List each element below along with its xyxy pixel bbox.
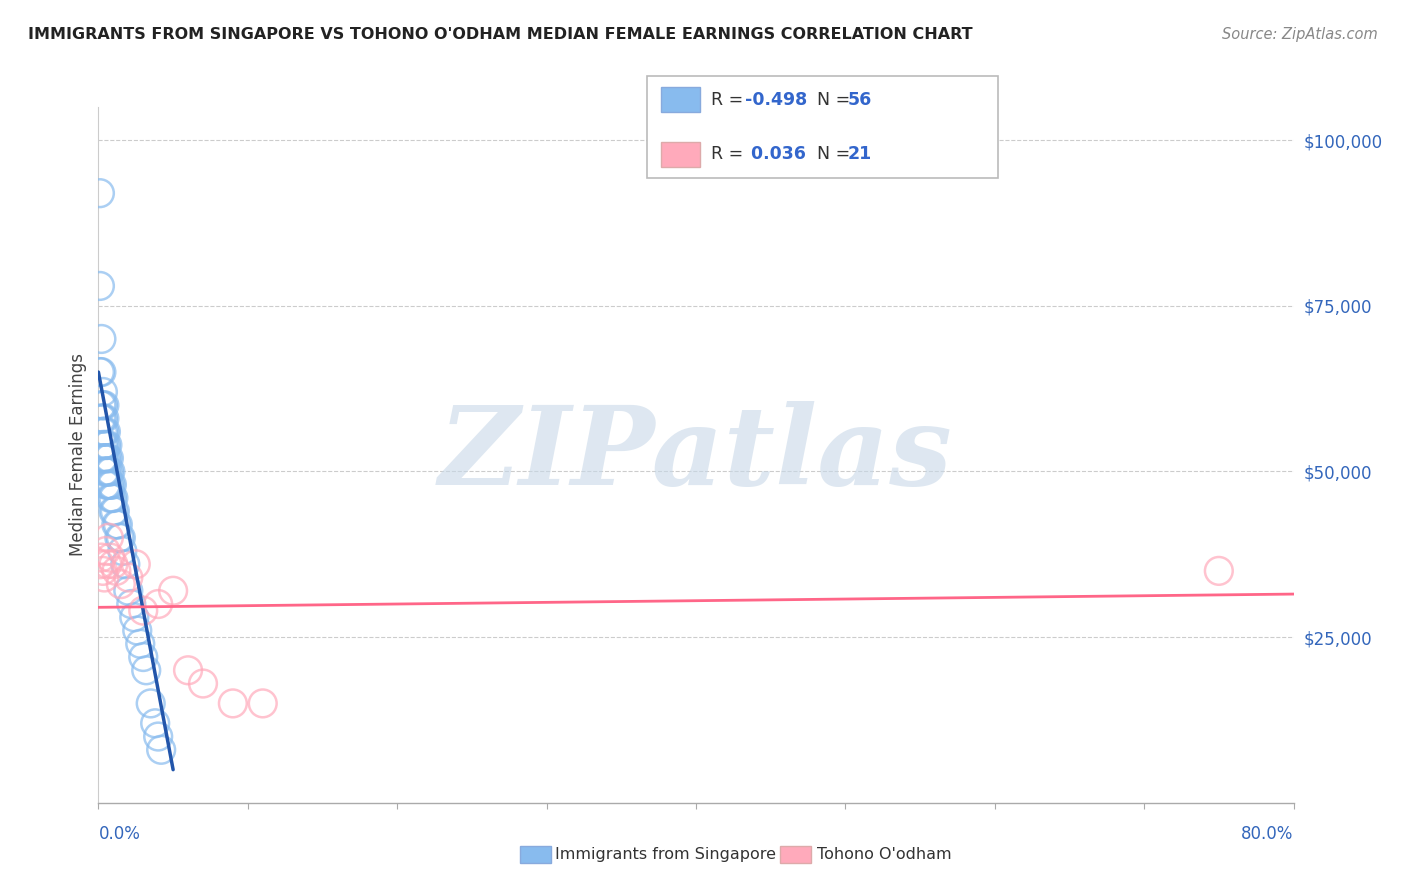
- Point: [135, 663, 157, 677]
- Text: ZIPatlas: ZIPatlas: [439, 401, 953, 508]
- Point: [90, 332, 112, 346]
- Text: 56: 56: [848, 91, 872, 109]
- Point: [108, 531, 131, 545]
- Point: [91, 411, 114, 425]
- Point: [94, 438, 117, 452]
- Point: [177, 663, 200, 677]
- Point: [104, 504, 127, 518]
- Point: [105, 564, 128, 578]
- Point: [162, 583, 184, 598]
- Point: [110, 531, 132, 545]
- Text: R =: R =: [711, 145, 749, 163]
- Point: [89, 186, 111, 201]
- Point: [94, 477, 117, 491]
- Point: [91, 425, 114, 439]
- Point: [143, 716, 166, 731]
- Point: [91, 438, 114, 452]
- Point: [129, 637, 152, 651]
- Point: [252, 697, 274, 711]
- Point: [93, 411, 115, 425]
- Point: [90, 411, 112, 425]
- Point: [93, 398, 115, 412]
- Text: -0.498: -0.498: [745, 91, 807, 109]
- Point: [89, 365, 111, 379]
- Text: N =: N =: [817, 145, 856, 163]
- Point: [1208, 564, 1230, 578]
- Point: [114, 558, 136, 572]
- Point: [93, 465, 115, 479]
- Point: [94, 465, 117, 479]
- Point: [97, 451, 120, 466]
- Text: R =: R =: [711, 91, 749, 109]
- Point: [90, 550, 112, 565]
- Point: [98, 491, 122, 505]
- Point: [97, 465, 120, 479]
- Point: [93, 570, 115, 584]
- Point: [93, 438, 115, 452]
- Point: [148, 730, 170, 744]
- Point: [105, 517, 128, 532]
- Text: IMMIGRANTS FROM SINGAPORE VS TOHONO O'ODHAM MEDIAN FEMALE EARNINGS CORRELATION C: IMMIGRANTS FROM SINGAPORE VS TOHONO O'OD…: [28, 27, 973, 42]
- Point: [97, 477, 120, 491]
- Point: [90, 365, 112, 379]
- Y-axis label: Median Female Earnings: Median Female Earnings: [69, 353, 87, 557]
- Text: 0.0%: 0.0%: [98, 825, 141, 843]
- Point: [117, 570, 139, 584]
- Point: [101, 477, 124, 491]
- Point: [93, 425, 115, 439]
- Point: [120, 597, 142, 611]
- Point: [111, 544, 134, 558]
- Point: [132, 604, 155, 618]
- Point: [98, 550, 122, 565]
- Point: [91, 384, 114, 399]
- Point: [91, 564, 114, 578]
- Point: [90, 398, 112, 412]
- Point: [96, 477, 118, 491]
- Point: [91, 398, 114, 412]
- Point: [96, 558, 118, 572]
- Point: [98, 465, 122, 479]
- Point: [107, 517, 129, 532]
- Point: [89, 279, 111, 293]
- Point: [191, 676, 214, 690]
- Point: [150, 743, 173, 757]
- Point: [94, 451, 117, 466]
- Point: [96, 451, 118, 466]
- Text: Tohono O'odham: Tohono O'odham: [817, 847, 952, 862]
- Text: Immigrants from Singapore: Immigrants from Singapore: [555, 847, 776, 862]
- Text: 80.0%: 80.0%: [1241, 825, 1294, 843]
- Point: [94, 425, 117, 439]
- Point: [91, 451, 114, 466]
- Point: [103, 558, 125, 572]
- Point: [110, 577, 132, 591]
- Point: [222, 697, 245, 711]
- Point: [125, 558, 148, 572]
- Point: [93, 451, 115, 466]
- Text: N =: N =: [817, 91, 856, 109]
- Text: 21: 21: [848, 145, 872, 163]
- Point: [124, 610, 146, 624]
- Point: [98, 477, 122, 491]
- Point: [148, 597, 170, 611]
- Point: [139, 697, 162, 711]
- Text: 0.036: 0.036: [745, 145, 806, 163]
- Text: Source: ZipAtlas.com: Source: ZipAtlas.com: [1222, 27, 1378, 42]
- Point: [127, 624, 149, 638]
- Point: [103, 504, 125, 518]
- Point: [94, 544, 117, 558]
- Point: [96, 438, 118, 452]
- Point: [89, 558, 111, 572]
- Point: [117, 583, 139, 598]
- Point: [132, 650, 155, 665]
- Point: [96, 465, 118, 479]
- Point: [101, 491, 124, 505]
- Point: [103, 491, 125, 505]
- Point: [97, 531, 120, 545]
